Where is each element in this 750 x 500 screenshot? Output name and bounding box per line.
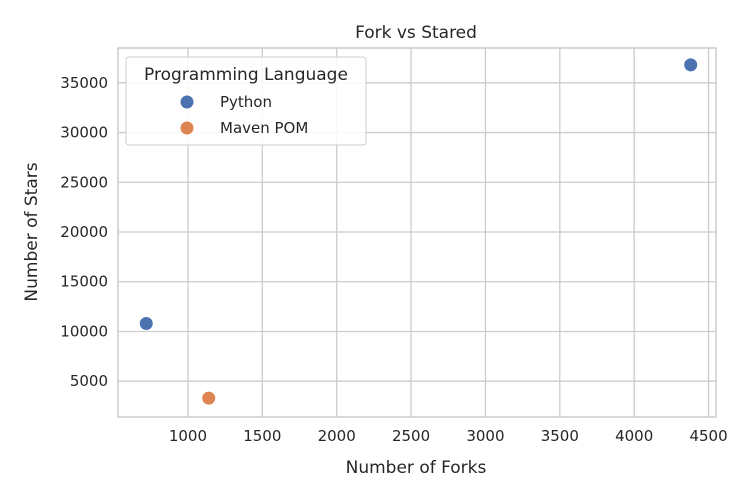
y-tick-label: 25000: [60, 173, 108, 191]
x-tick-label: 1000: [169, 427, 207, 445]
y-tick-label: 15000: [60, 273, 108, 291]
plot-frame: [117, 47, 717, 418]
legend-label-python: Python: [220, 93, 272, 111]
y-tick-label: 5000: [70, 372, 108, 390]
tick-labels: 1000 1500 2000 2500 3000 3500 4000 4500 5000 1000…: [60, 74, 727, 445]
y-tick-label: 10000: [60, 322, 108, 340]
data-point-python: [138, 316, 154, 332]
y-axis-label: Number of Stars: [22, 162, 42, 301]
x-tick-label: 3500: [541, 427, 579, 445]
y-tick-label: 30000: [60, 124, 108, 142]
x-tick-label: 1500: [243, 427, 281, 445]
x-tick-label: 3000: [466, 427, 504, 445]
x-tick-label: 4000: [615, 427, 653, 445]
data-point-python: [683, 57, 699, 73]
legend: Programming Language Python Maven POM: [125, 56, 367, 146]
grid: [118, 48, 716, 417]
x-tick-label: 4500: [689, 427, 727, 445]
x-tick-label: 2000: [318, 427, 356, 445]
x-axis-label: Number of Forks: [346, 458, 487, 478]
chart-title: Fork vs Stared: [355, 23, 477, 43]
x-tick-label: 2500: [392, 427, 430, 445]
y-tick-label: 20000: [60, 223, 108, 241]
legend-label-maven-pom: Maven POM: [220, 119, 308, 137]
legend-marker-python: [179, 94, 195, 110]
legend-title: Programming Language: [144, 65, 348, 85]
legend-marker-maven-pom: [179, 120, 195, 136]
y-tick-label: 35000: [60, 74, 108, 92]
data-points: [138, 57, 699, 406]
data-point-maven-pom: [201, 390, 217, 406]
